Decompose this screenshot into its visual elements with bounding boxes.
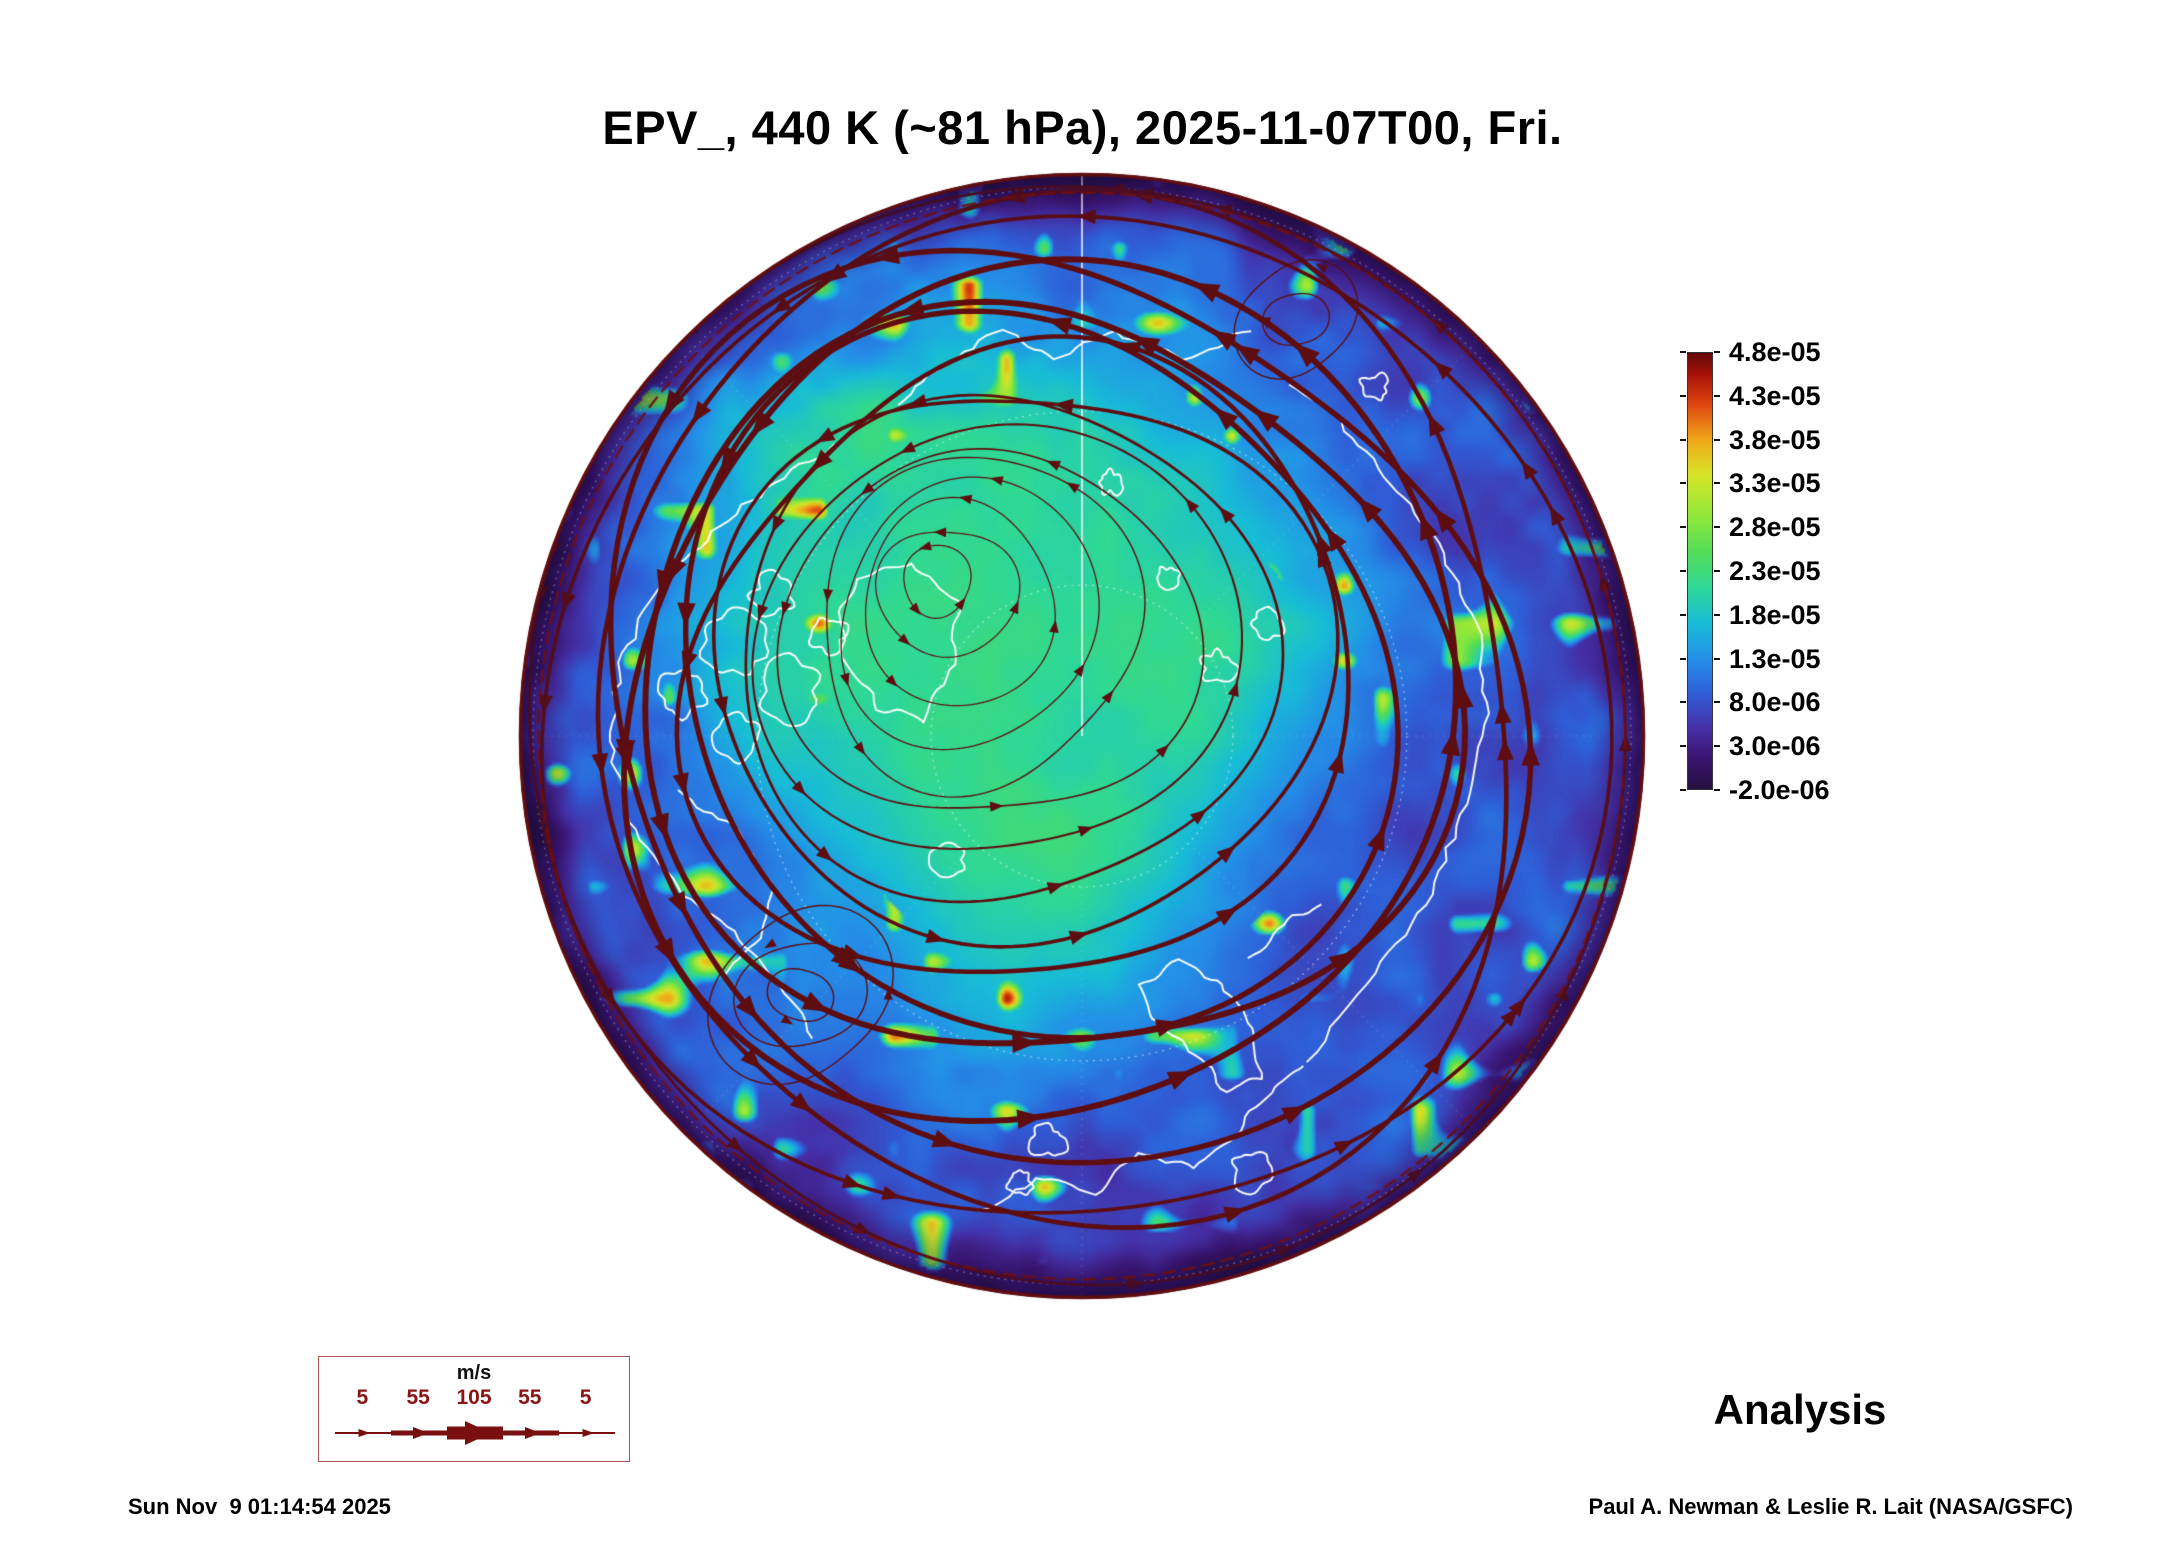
wind-tick-labels: 5 55 105 55 5 bbox=[319, 1386, 629, 1410]
colorbar-tick-label: -2.0e-06 bbox=[1729, 775, 1830, 805]
colorbar-tick-label: 3.8e-05 bbox=[1729, 424, 1821, 455]
colorbar-tick-label: 3.3e-05 bbox=[1729, 468, 1821, 499]
colorbar-tick-label: 4.3e-05 bbox=[1729, 380, 1821, 411]
colorbar-tick bbox=[1714, 745, 1720, 748]
wind-barb-icon bbox=[335, 1421, 615, 1445]
colorbar-tick-label: 8.0e-06 bbox=[1729, 687, 1821, 718]
plot-title: EPV_, 440 K (~81 hPa), 2025-11-07T00, Fr… bbox=[602, 101, 1563, 154]
colorbar-tick bbox=[1714, 570, 1720, 572]
colorbar-tick bbox=[1714, 438, 1720, 441]
colorbar-tick bbox=[1680, 526, 1686, 529]
colorbar-tick bbox=[1680, 351, 1686, 353]
globe-canvas bbox=[512, 166, 1652, 1306]
colorbar-tick bbox=[1714, 613, 1720, 616]
credit-text: Paul A. Newman & Leslie R. Lait (NASA/GS… bbox=[1588, 1494, 2073, 1519]
colorbar-ticks bbox=[1680, 351, 1720, 791]
colorbar: 4.8e-05 4.3e-05 3.8e-05 3.3e-05 2.8e-05 2.3e-… bbox=[1680, 337, 1830, 805]
colorbar-tick bbox=[1680, 394, 1686, 397]
colorbar-tick bbox=[1714, 482, 1720, 485]
colorbar-tick-label: 4.8e-05 bbox=[1729, 337, 1821, 367]
wind-tick-label: 5 bbox=[356, 1386, 369, 1409]
colorbar-tick-label: 1.3e-05 bbox=[1729, 643, 1821, 674]
colorbar-tick-label: 1.8e-05 bbox=[1729, 599, 1821, 630]
wind-speed-legend: m/s 5 55 105 55 5 bbox=[318, 1356, 630, 1462]
wind-tick-label: 105 bbox=[456, 1386, 492, 1409]
wind-tick-label: 5 bbox=[579, 1386, 592, 1409]
wind-tick-label: 55 bbox=[518, 1386, 542, 1409]
colorbar-tick bbox=[1714, 394, 1720, 397]
colorbar-tick bbox=[1680, 789, 1686, 791]
wind-tick-label: 55 bbox=[406, 1386, 430, 1409]
wind-unit-label: m/s bbox=[456, 1362, 492, 1384]
colorbar-tick bbox=[1714, 526, 1720, 529]
analysis-label: Analysis bbox=[1713, 1386, 1887, 1433]
colorbar-tick bbox=[1714, 789, 1720, 791]
colorbar-tick bbox=[1714, 351, 1720, 353]
colorbar-tick bbox=[1680, 570, 1686, 572]
colorbar-tick bbox=[1680, 613, 1686, 616]
colorbar-tick-label: 2.3e-05 bbox=[1729, 556, 1821, 586]
colorbar-tick bbox=[1680, 701, 1686, 704]
colorbar-gradient bbox=[1687, 352, 1713, 790]
colorbar-tick-label: 3.0e-06 bbox=[1729, 731, 1821, 762]
timestamp-text: Sun Nov 9 01:14:54 2025 bbox=[128, 1494, 391, 1519]
colorbar-tick bbox=[1714, 657, 1720, 660]
colorbar-tick-label: 2.8e-05 bbox=[1729, 512, 1821, 543]
colorbar-tick bbox=[1680, 745, 1686, 748]
colorbar-tick bbox=[1714, 701, 1720, 704]
colorbar-tick bbox=[1680, 657, 1686, 660]
colorbar-tick bbox=[1680, 438, 1686, 441]
colorbar-tick bbox=[1680, 482, 1686, 485]
